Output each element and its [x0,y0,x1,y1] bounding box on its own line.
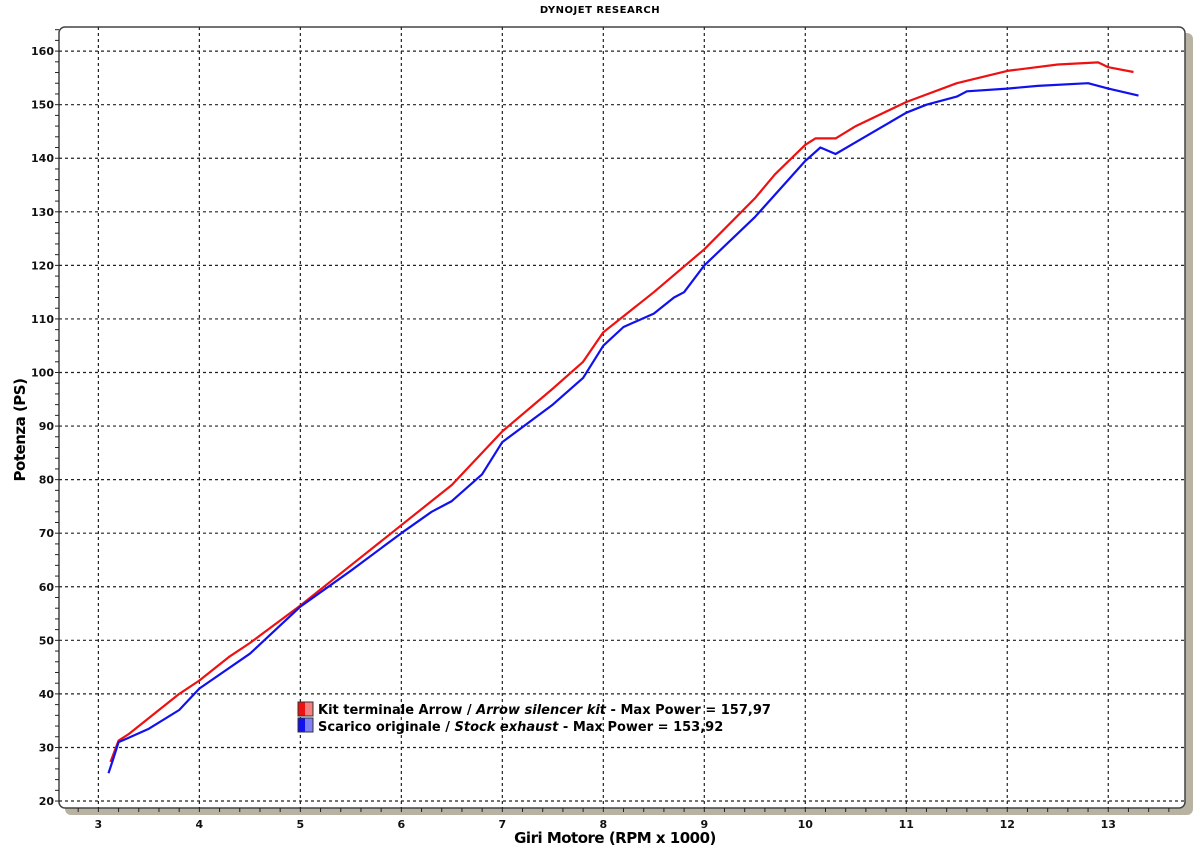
y-tick-label: 80 [39,474,55,487]
x-tick-label: 9 [700,818,708,831]
x-tick-label: 8 [599,818,607,831]
legend-label-stock: Scarico originale / [318,720,455,735]
legend: Kit terminale Arrow / Arrow silencer kit… [297,701,771,735]
x-tick-label: 7 [499,818,507,831]
y-tick-label: 90 [39,420,55,433]
legend-label-arrow-en: Arrow silencer kit [475,703,607,718]
x-tick-label: 10 [798,818,814,831]
x-tick-label: 12 [1000,818,1015,831]
y-tick-label: 140 [31,152,54,165]
y-tick-label: 160 [31,45,54,58]
legend-swatch-arrow [298,702,305,716]
series-line-stock [107,82,1139,774]
plot-area [58,26,1186,809]
legend-item-arrow: Kit terminale Arrow / Arrow silencer kit… [297,701,771,718]
y-tick-label: 120 [31,259,54,272]
series-line-arrow [109,61,1134,763]
x-axis-label: Giri Motore (RPM x 1000) [514,829,716,847]
x-tick-label: 4 [196,818,204,831]
y-tick-label: 100 [31,367,54,380]
y-tick-label: 150 [31,99,54,112]
y-tick-label: 110 [31,313,54,326]
y-axis-label: Potenza (PS) [11,379,29,482]
legend-label-stock-en: Stock exhaust [455,720,560,735]
legend-item-stock: Scarico originale / Stock exhaust - Max … [297,717,723,735]
legend-maxpower-arrow: - Max Power = 157,97 [606,703,771,718]
svg-text:Kit terminale Arrow / Arrow si: Kit terminale Arrow / Arrow silencer kit… [318,703,771,718]
svg-text:Scarico originale / Stock exha: Scarico originale / Stock exhaust - Max … [318,720,723,735]
y-tick-label: 70 [39,527,55,540]
y-tick-label: 50 [39,634,55,647]
x-tick-label: 3 [95,818,103,831]
x-tick-label: 5 [297,818,305,831]
legend-swatch-stock [298,718,305,732]
y-tick-label: 20 [39,795,55,808]
chart-title: DYNOJET RESEARCH [540,5,660,16]
y-tick-label: 60 [39,581,55,594]
y-tick-label: 40 [39,688,55,701]
x-tick-label: 6 [398,818,406,831]
x-tick-label: 13 [1101,818,1116,831]
y-tick-label: 130 [31,206,54,219]
legend-maxpower-stock: - Max Power = 153,92 [558,720,723,735]
y-tick-label: 30 [39,741,55,754]
x-tick-label: 11 [899,818,914,831]
legend-label-arrow: Kit terminale Arrow / [318,703,476,718]
